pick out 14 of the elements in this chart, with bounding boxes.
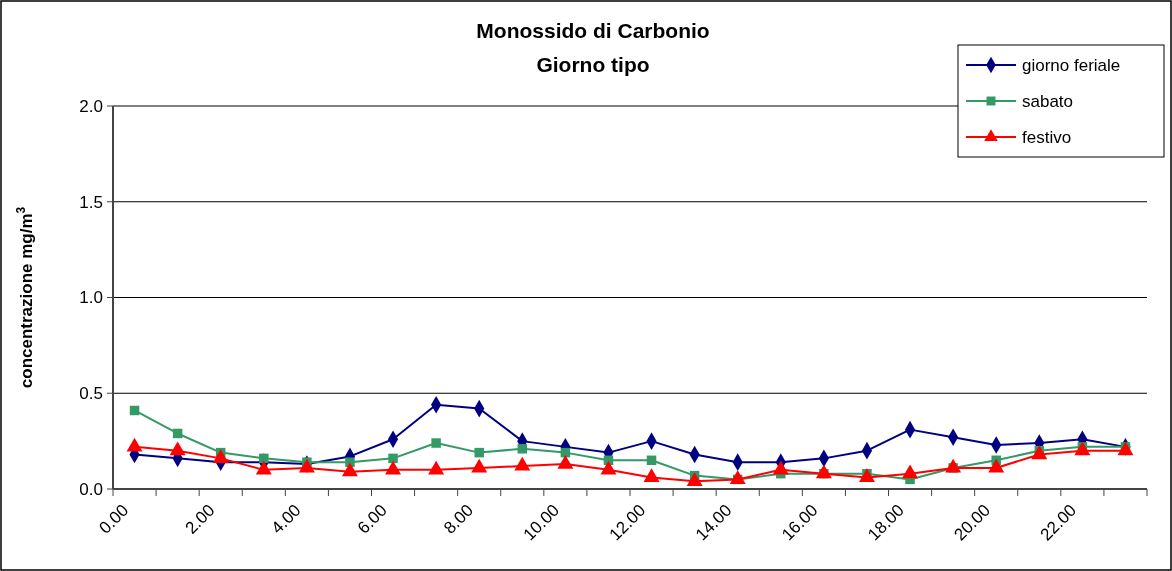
legend-label: festivo xyxy=(1022,127,1072,147)
x-tick-label: 6.00 xyxy=(353,500,391,538)
y-tick-label: 2.0 xyxy=(79,96,103,116)
x-tick-label: 0.00 xyxy=(95,500,133,538)
y-tick-label: 0.5 xyxy=(79,384,103,404)
y-tick-label: 0.0 xyxy=(79,479,103,499)
legend-label: sabato xyxy=(1022,91,1074,111)
chart-title: Monossido di Carbonio xyxy=(476,19,710,42)
chart-subtitle: Giorno tipo xyxy=(536,53,650,76)
x-tick-label: 8.00 xyxy=(440,500,477,538)
y-tick-label: 1.0 xyxy=(79,288,103,308)
legend-label: giorno feriale xyxy=(1022,55,1121,75)
x-tick-label: 4.00 xyxy=(267,500,305,538)
y-tick-label: 1.5 xyxy=(79,192,103,212)
